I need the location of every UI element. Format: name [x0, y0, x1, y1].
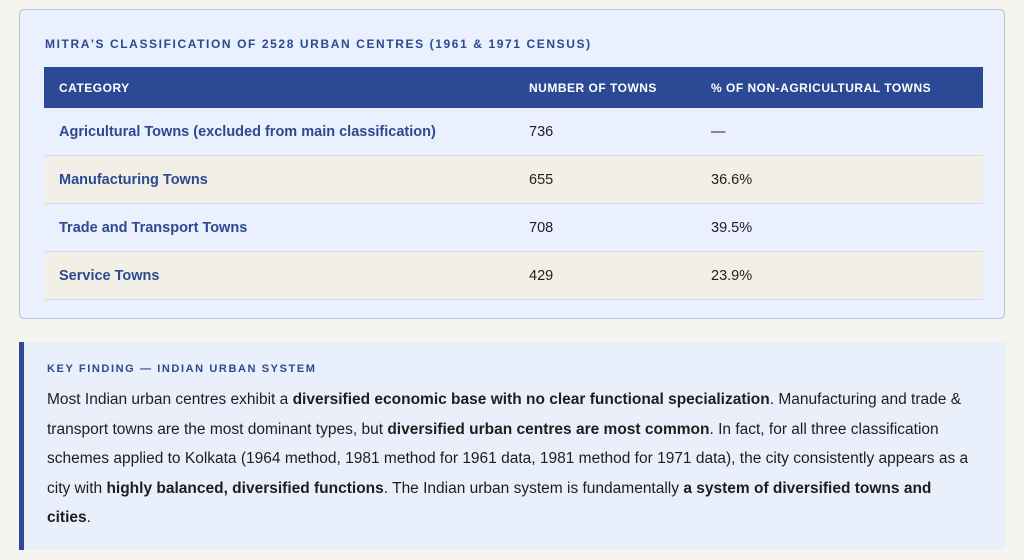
classification-card: MITRA'S CLASSIFICATION OF 2528 URBAN CEN… [19, 9, 1005, 319]
table-row: Manufacturing Towns 655 36.6% [44, 155, 983, 204]
finding-emphasis: a system of diversified towns and cities [47, 479, 932, 527]
column-header-category: CATEGORY [44, 67, 514, 108]
percent-cell: — [696, 108, 983, 156]
finding-text-part: Most Indian urban centres exhibit a [47, 391, 293, 408]
towns-cell: 429 [514, 251, 696, 300]
finding-emphasis: highly balanced, diversified functions [106, 479, 384, 497]
classification-table: CATEGORY NUMBER OF TOWNS % OF NON-AGRICU… [44, 67, 983, 300]
key-finding-callout: KEY FINDING — INDIAN URBAN SYSTEM Most I… [19, 342, 1005, 550]
table-row: Agricultural Towns (excluded from main c… [44, 108, 983, 156]
table-row: Trade and Transport Towns 708 39.5% [44, 203, 983, 252]
finding-text-part: . The Indian urban system is fundamental… [383, 479, 684, 497]
table-header: CATEGORY NUMBER OF TOWNS % OF NON-AGRICU… [44, 67, 983, 108]
category-cell: Service Towns [44, 251, 514, 300]
percent-cell: 39.5% [696, 203, 983, 252]
category-cell: Agricultural Towns (excluded from main c… [44, 108, 514, 156]
towns-cell: 655 [514, 155, 696, 204]
key-finding-label: KEY FINDING — INDIAN URBAN SYSTEM [47, 363, 317, 375]
category-cell: Trade and Transport Towns [44, 203, 514, 252]
percent-cell: 36.6% [696, 155, 983, 204]
percent-cell: 23.9% [696, 251, 983, 300]
finding-text-part: . Manufacturing and trade & transport to… [47, 391, 962, 438]
towns-cell: 708 [514, 203, 696, 252]
column-header-number-of-towns: NUMBER OF TOWNS [514, 67, 696, 108]
finding-emphasis: diversified economic base with no clear … [292, 391, 770, 408]
towns-cell: 736 [514, 108, 696, 156]
category-cell: Manufacturing Towns [44, 155, 514, 204]
key-finding-text: Most Indian urban centres exhibit a dive… [47, 385, 977, 533]
finding-text-part: . [86, 509, 91, 526]
card-title: MITRA'S CLASSIFICATION OF 2528 URBAN CEN… [45, 37, 592, 51]
column-header-percent: % OF NON-AGRICULTURAL TOWNS [696, 67, 983, 108]
finding-text-part: . In fact, for all three classification … [47, 420, 969, 497]
finding-emphasis: diversified urban centres are most commo… [387, 420, 710, 438]
table-row: Service Towns 429 23.9% [44, 251, 983, 300]
